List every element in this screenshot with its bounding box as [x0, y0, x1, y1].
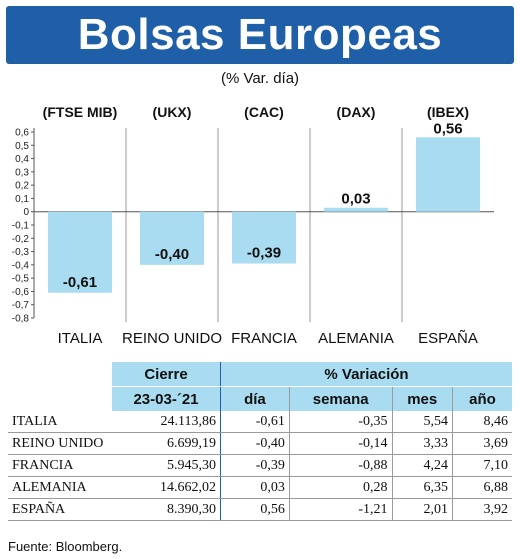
bar — [232, 211, 296, 264]
y-tick-label: 0,6 — [15, 128, 29, 139]
table-corner — [8, 362, 112, 387]
y-tick-label: 0,5 — [15, 141, 29, 152]
row-semana: -0,35 — [288, 411, 392, 433]
y-tick-label: -0,8 — [12, 314, 30, 325]
header-date: 23-03-´21 — [112, 386, 221, 411]
header-cierre: Cierre — [112, 362, 221, 387]
row-name: FRANCIA — [8, 454, 112, 477]
row-mes: 5,54 — [391, 411, 453, 433]
table-row: ESPAÑA 8.390,30 0,56 -1,21 2,01 3,92 — [8, 498, 512, 521]
bar-chart: 0,6 0,5 0,4 0,3 0,2 0,1 0 -0,1 -0,2 -0,3 -0,4 -0,5 -… — [12, 104, 494, 347]
row-mes: 6,35 — [391, 476, 453, 499]
value-label: 0,56 — [433, 120, 462, 137]
y-tick-label: -0,6 — [12, 287, 30, 298]
category-label: ESPAÑA — [418, 330, 478, 347]
header-mes: mes — [391, 386, 453, 411]
category-label: REINO UNIDO — [122, 330, 222, 347]
y-tick-label: -0,2 — [12, 234, 30, 245]
bar — [324, 207, 388, 212]
index-code-label: (DAX) — [337, 104, 376, 120]
value-label: -0,61 — [63, 274, 97, 291]
y-tick-label: 0,2 — [15, 181, 29, 192]
value-label: -0,39 — [247, 245, 281, 262]
header-variacion: % Variación — [220, 362, 512, 387]
category-label: ITALIA — [58, 330, 103, 347]
market-table: Cierre % Variación 23-03-´21 día semana … — [8, 362, 512, 521]
row-ano: 3,92 — [451, 498, 512, 521]
index-code-label: (UKX) — [153, 104, 192, 120]
index-code-label: (CAC) — [244, 104, 284, 120]
header-semana: semana — [288, 386, 392, 411]
row-cierre: 24.113,86 — [112, 411, 221, 433]
y-tick-label: 0,4 — [15, 154, 29, 165]
row-cierre: 14.662,02 — [112, 476, 221, 499]
row-dia: 0,03 — [220, 476, 290, 499]
row-ano: 8,46 — [451, 411, 512, 433]
header-ano: año — [451, 386, 512, 411]
row-semana: 0,28 — [288, 476, 392, 499]
bar — [140, 211, 204, 265]
table-row: ALEMANIA 14.662,02 0,03 0,28 6,35 6,88 — [8, 476, 512, 499]
value-label: -0,40 — [155, 246, 189, 263]
row-semana: -0,14 — [288, 432, 392, 455]
row-ano: 6,88 — [451, 476, 512, 499]
row-mes: 2,01 — [391, 498, 453, 521]
bar — [416, 137, 480, 212]
row-cierre: 6.699,19 — [112, 432, 221, 455]
y-tick-label: -0,5 — [12, 274, 30, 285]
row-mes: 3,33 — [391, 432, 453, 455]
row-dia: 0,56 — [220, 498, 290, 521]
row-name: ALEMANIA — [8, 476, 112, 499]
y-tick-label: -0,4 — [12, 260, 30, 271]
table-row: ITALIA 24.113,86 -0,61 -0,35 5,54 8,46 — [8, 411, 512, 433]
row-mes: 4,24 — [391, 454, 453, 477]
row-ano: 7,10 — [451, 454, 512, 477]
table-corner-2 — [8, 386, 112, 411]
row-dia: -0,39 — [220, 454, 290, 477]
chart-title: Bolsas Europeas — [77, 10, 443, 59]
chart-subtitle: (% Var. día) — [220, 70, 300, 87]
category-label: FRANCIA — [231, 330, 297, 347]
index-code-label: (IBEX) — [427, 104, 469, 120]
title-banner: Bolsas Europeas — [6, 6, 514, 64]
table-row: REINO UNIDO 6.699,19 -0,40 -0,14 3,33 3,… — [8, 432, 512, 455]
y-tick-label: 0,1 — [15, 194, 29, 205]
y-tick-label: -0,1 — [12, 221, 30, 232]
source-note: Fuente: Bloomberg. — [8, 539, 123, 554]
row-cierre: 5.945,30 — [112, 454, 221, 477]
row-cierre: 8.390,30 — [112, 498, 221, 521]
category-label: ALEMANIA — [318, 330, 394, 347]
row-dia: -0,61 — [220, 411, 290, 433]
row-dia: -0,40 — [220, 432, 290, 455]
y-tick-label: -0,7 — [12, 300, 30, 311]
row-semana: -1,21 — [288, 498, 392, 521]
row-name: REINO UNIDO — [8, 432, 112, 455]
y-tick-label: 0,3 — [15, 167, 29, 178]
y-tick-label: -0,3 — [12, 247, 30, 258]
row-name: ITALIA — [8, 411, 112, 433]
row-name: ESPAÑA — [8, 498, 112, 521]
table-row: FRANCIA 5.945,30 -0,39 -0,88 4,24 7,10 — [8, 454, 512, 477]
value-label: 0,03 — [341, 191, 370, 208]
row-ano: 3,69 — [451, 432, 512, 455]
row-semana: -0,88 — [288, 454, 392, 477]
bar — [48, 211, 112, 293]
y-tick-label: 0 — [23, 207, 29, 218]
index-code-label: (FTSE MIB) — [43, 104, 118, 120]
header-dia: día — [220, 386, 290, 411]
